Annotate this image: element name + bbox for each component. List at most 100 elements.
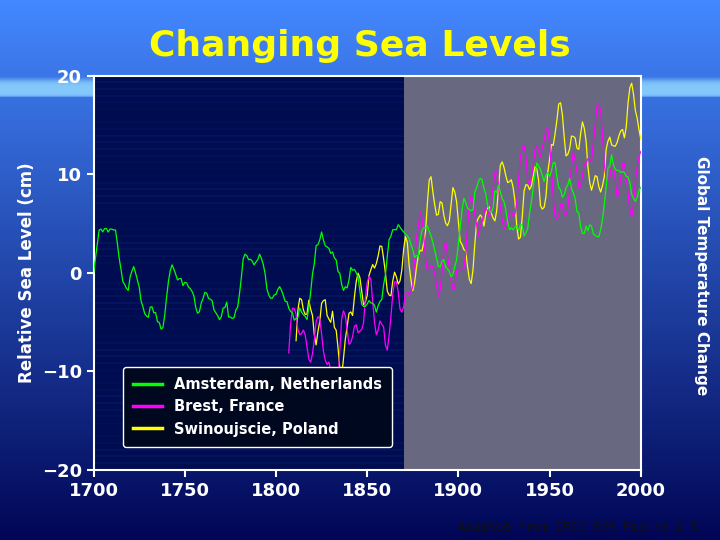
Bar (94, 76, 404, 470)
Bar (0, 135, 720, 138)
Bar (0, 389, 720, 392)
Bar (0, 24, 720, 27)
Bar (0, 378, 720, 381)
Bar (0, 186, 720, 189)
Bar (0, 80, 720, 91)
Bar (0, 3, 720, 5)
Bar (0, 0, 720, 3)
Bar (0, 310, 720, 313)
Bar (0, 532, 720, 535)
Bar (0, 400, 720, 402)
Bar (0, 8, 720, 11)
Bar (0, 472, 720, 475)
Bar (0, 364, 720, 367)
Bar (0, 77, 720, 88)
Bar (0, 170, 720, 173)
Bar (0, 79, 720, 90)
Bar (0, 467, 720, 470)
Bar (0, 402, 720, 405)
Bar (0, 138, 720, 140)
Bar (0, 84, 720, 94)
Bar (0, 86, 720, 97)
Bar (0, 85, 720, 96)
Bar (0, 76, 720, 78)
Bar (0, 267, 720, 270)
Bar (0, 132, 720, 135)
Bar (0, 537, 720, 540)
Bar (0, 510, 720, 513)
Bar (0, 65, 720, 68)
Bar (0, 497, 720, 500)
Bar (0, 38, 720, 40)
Bar (0, 305, 720, 308)
Bar (0, 89, 720, 92)
Bar (0, 83, 720, 93)
Bar (0, 119, 720, 122)
Bar (0, 529, 720, 532)
Bar (0, 224, 720, 227)
Bar (0, 173, 720, 176)
Bar (0, 521, 720, 524)
Bar (0, 516, 720, 518)
Bar (0, 230, 720, 232)
Bar (0, 127, 720, 130)
Bar (0, 27, 720, 30)
Bar (0, 30, 720, 32)
Bar (0, 297, 720, 300)
Bar (0, 81, 720, 84)
Bar (0, 105, 720, 108)
Bar (0, 167, 720, 170)
Bar (0, 370, 720, 373)
Bar (0, 79, 720, 90)
Bar (0, 46, 720, 49)
Bar (0, 489, 720, 491)
Bar (0, 294, 720, 297)
Bar (0, 275, 720, 278)
Bar (0, 278, 720, 281)
Bar (0, 270, 720, 273)
Bar (0, 535, 720, 537)
Bar (0, 427, 720, 429)
Bar (0, 94, 720, 97)
Bar (0, 116, 720, 119)
Bar (0, 16, 720, 19)
Bar (0, 332, 720, 335)
Bar (0, 11, 720, 14)
Bar (0, 216, 720, 219)
Bar (0, 340, 720, 343)
Bar (0, 324, 720, 327)
Text: Adapted from IPCC SYR Figure 2-5: Adapted from IPCC SYR Figure 2-5 (459, 521, 698, 534)
Legend: Amsterdam, Netherlands, Brest, France, Swinoujscie, Poland: Amsterdam, Netherlands, Brest, France, S… (123, 367, 392, 447)
Bar (0, 80, 720, 91)
Bar (0, 43, 720, 46)
Bar (0, 502, 720, 505)
Bar (0, 526, 720, 529)
Bar (0, 103, 720, 105)
Bar (0, 518, 720, 521)
Bar (0, 62, 720, 65)
Bar (0, 86, 720, 89)
Bar (0, 86, 720, 97)
Bar (0, 113, 720, 116)
Bar (0, 84, 720, 86)
Bar (0, 343, 720, 346)
Bar (0, 327, 720, 329)
Bar (0, 78, 720, 89)
Bar (0, 238, 720, 240)
Bar (0, 454, 720, 456)
Bar (0, 424, 720, 427)
Bar (0, 373, 720, 375)
Bar (0, 92, 720, 94)
Bar (0, 76, 720, 87)
Bar (0, 475, 720, 478)
Bar (0, 456, 720, 459)
Bar (0, 265, 720, 267)
Bar (0, 211, 720, 213)
Bar (0, 165, 720, 167)
Bar (0, 259, 720, 262)
Bar (0, 200, 720, 202)
Bar (0, 508, 720, 510)
Bar (0, 57, 720, 59)
Bar (0, 78, 720, 89)
Bar (0, 227, 720, 229)
